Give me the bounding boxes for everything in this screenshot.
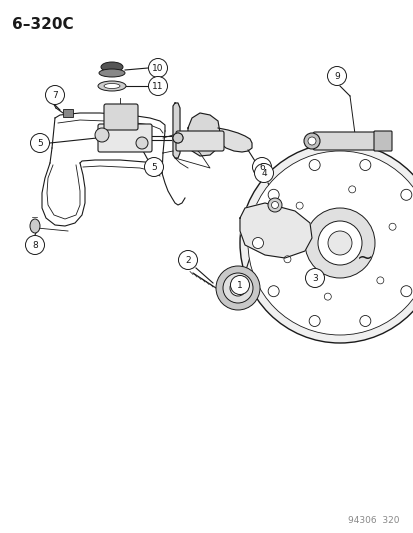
Text: 6–320C: 6–320C	[12, 17, 74, 32]
Text: 94306  320: 94306 320	[348, 516, 399, 525]
Circle shape	[252, 157, 271, 176]
Circle shape	[400, 286, 411, 297]
Circle shape	[136, 137, 147, 149]
Circle shape	[295, 202, 302, 209]
Ellipse shape	[173, 133, 183, 143]
Ellipse shape	[101, 62, 123, 72]
Text: 8: 8	[32, 240, 38, 249]
Text: 6: 6	[259, 163, 264, 172]
Circle shape	[178, 251, 197, 270]
FancyBboxPatch shape	[176, 131, 223, 151]
Polygon shape	[188, 113, 219, 156]
Circle shape	[307, 137, 315, 145]
Text: 2: 2	[185, 255, 190, 264]
Circle shape	[216, 266, 259, 310]
Text: 5: 5	[37, 139, 43, 148]
Circle shape	[317, 221, 361, 265]
Circle shape	[327, 231, 351, 255]
Circle shape	[144, 157, 163, 176]
Circle shape	[252, 238, 263, 248]
FancyBboxPatch shape	[312, 132, 376, 150]
Text: 5: 5	[151, 163, 157, 172]
Circle shape	[95, 128, 109, 142]
Circle shape	[268, 189, 278, 200]
Circle shape	[327, 67, 346, 85]
Circle shape	[45, 85, 64, 104]
Circle shape	[247, 151, 413, 335]
Circle shape	[359, 316, 370, 327]
Circle shape	[173, 133, 183, 143]
Circle shape	[348, 186, 355, 193]
Circle shape	[303, 133, 319, 149]
Polygon shape	[218, 128, 252, 152]
Circle shape	[223, 273, 252, 303]
Circle shape	[268, 286, 278, 297]
Ellipse shape	[98, 81, 126, 91]
Circle shape	[267, 198, 281, 212]
Circle shape	[323, 293, 330, 300]
FancyBboxPatch shape	[373, 131, 391, 151]
Circle shape	[309, 159, 319, 171]
Ellipse shape	[30, 219, 40, 233]
Ellipse shape	[104, 84, 120, 88]
Circle shape	[388, 223, 395, 230]
Circle shape	[304, 208, 374, 278]
Circle shape	[26, 236, 44, 254]
Bar	[63, 109, 73, 117]
Circle shape	[230, 276, 249, 295]
Circle shape	[359, 159, 370, 171]
Circle shape	[254, 164, 273, 182]
Text: 11: 11	[152, 82, 164, 91]
Circle shape	[283, 256, 290, 263]
Text: ~: ~	[356, 248, 372, 268]
Ellipse shape	[99, 69, 125, 77]
Circle shape	[240, 143, 413, 343]
Polygon shape	[173, 103, 180, 158]
Text: 7: 7	[52, 91, 58, 100]
Circle shape	[309, 316, 319, 327]
Circle shape	[271, 201, 278, 208]
Text: 1: 1	[237, 280, 242, 289]
FancyBboxPatch shape	[98, 124, 152, 152]
Circle shape	[148, 77, 167, 95]
Circle shape	[400, 189, 411, 200]
Circle shape	[376, 277, 383, 284]
Text: 10: 10	[152, 63, 164, 72]
Circle shape	[305, 269, 324, 287]
Circle shape	[148, 59, 167, 77]
Circle shape	[31, 133, 50, 152]
Text: 3: 3	[311, 273, 317, 282]
Text: 4: 4	[261, 168, 266, 177]
Polygon shape	[240, 203, 311, 258]
FancyBboxPatch shape	[104, 104, 138, 130]
Text: 9: 9	[333, 71, 339, 80]
Circle shape	[230, 280, 245, 296]
